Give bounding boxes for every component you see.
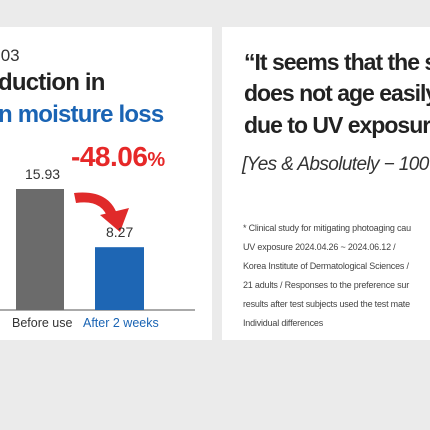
category-label-after: After 2 weeks	[83, 316, 159, 330]
value-label-before: 15.93	[25, 166, 61, 182]
footnote-line-3: Korea Institute of Dermatological Scienc…	[243, 261, 409, 271]
response-line: [Yes & Absolutely − 100	[242, 154, 429, 175]
reduction-unit: %	[147, 149, 165, 171]
reduction-percentage: -48.06%	[71, 141, 165, 173]
decrease-arrow-icon	[74, 192, 129, 232]
quote-line-1: “It seems that the s	[244, 49, 430, 75]
category-label-before: Before use	[12, 316, 73, 330]
footnote-line-1: * Clinical study for mitigating photoagi…	[243, 223, 411, 233]
value-label-after: 8.27	[106, 224, 134, 241]
footnote-line-6: Individual differences	[243, 318, 323, 328]
quote-line-3: due to UV exposure	[244, 112, 430, 138]
footnote-line-5: results after test subjects used the tes…	[243, 299, 410, 309]
testimonial-card: “It seems that the s does not age easily…	[222, 27, 430, 340]
footnote-line-2: UV exposure 2024.04.26 ~ 2024.06.12 /	[243, 242, 396, 252]
bar-after-2-weeks	[95, 247, 144, 310]
reduction-value: -48.06	[71, 141, 148, 172]
headline-line-1: duction in	[0, 69, 105, 96]
bar-chart	[0, 189, 195, 311]
quote-line-2: does not age easily	[244, 80, 430, 106]
footnote-line-4: 21 adults / Responses to the preference …	[243, 280, 410, 290]
headline-line-2: n moisture loss	[0, 101, 164, 128]
bar-before-use	[16, 189, 64, 310]
headline-number: .03	[0, 46, 20, 65]
moisture-loss-chart-card: .03 duction in n moisture loss -48.06% 1…	[0, 27, 212, 340]
